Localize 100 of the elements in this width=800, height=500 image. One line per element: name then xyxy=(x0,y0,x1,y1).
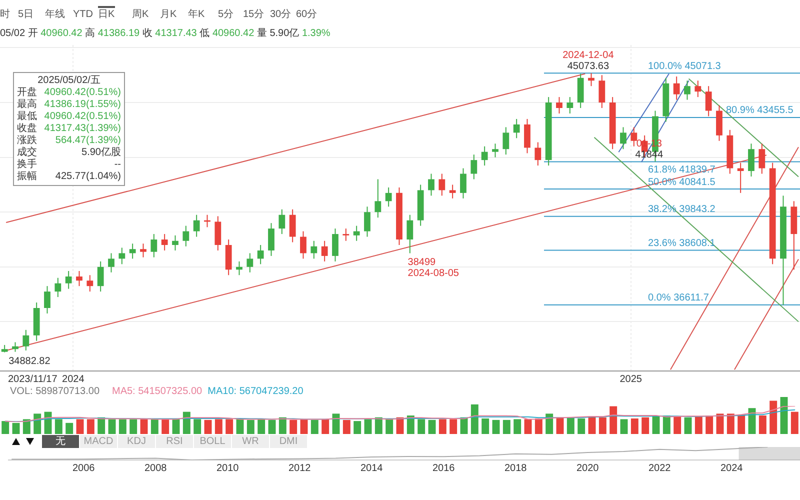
bar xyxy=(492,420,500,434)
text: 5分 xyxy=(218,9,234,21)
candlestick xyxy=(364,206,370,238)
text: 收 xyxy=(142,28,154,39)
bar xyxy=(738,414,746,434)
bar xyxy=(150,419,158,434)
bar xyxy=(162,419,170,434)
text: 30分 xyxy=(270,9,292,21)
candlestick xyxy=(588,72,594,87)
candlestick xyxy=(214,216,222,251)
bar xyxy=(470,404,478,434)
candlestick xyxy=(630,126,638,147)
bar xyxy=(790,412,798,434)
annotation: 41317.43(1.39%) xyxy=(44,123,121,135)
bar xyxy=(34,414,42,434)
candlestick xyxy=(374,178,382,218)
x-tick-label: 2012 xyxy=(288,462,312,474)
annotation: 无 xyxy=(42,435,80,448)
candlestick xyxy=(566,96,574,114)
bar xyxy=(54,419,62,434)
x-tick-label: 2025 xyxy=(620,374,642,385)
text: 40960.42 xyxy=(40,28,84,39)
bar xyxy=(66,422,74,434)
candlestick xyxy=(556,96,562,114)
bar xyxy=(290,420,298,434)
bar xyxy=(258,419,266,434)
x-tick-label: 2024 xyxy=(720,462,744,474)
candlestick xyxy=(321,240,328,262)
annotation: 涨跌 xyxy=(17,135,37,146)
candlestick xyxy=(353,225,360,242)
annotation: 40960.42(0.51%) xyxy=(44,111,121,123)
candlestick xyxy=(246,252,254,273)
candlestick xyxy=(492,143,498,158)
bar xyxy=(578,418,586,434)
annotation: 34882.82 xyxy=(8,356,51,368)
candlestick xyxy=(673,76,680,100)
annotation: -- xyxy=(114,159,121,171)
annotation: 最高 xyxy=(17,99,37,111)
bar xyxy=(246,420,254,434)
bar xyxy=(726,414,734,434)
bar xyxy=(76,419,84,434)
bar xyxy=(118,419,126,434)
bar xyxy=(450,419,458,434)
bar xyxy=(482,418,490,434)
text: 开 xyxy=(28,28,39,39)
bar xyxy=(438,419,446,434)
candlestick xyxy=(481,146,488,166)
bar xyxy=(620,419,628,434)
text: 60分 xyxy=(296,9,318,21)
bar xyxy=(204,420,212,434)
annotation: MACD xyxy=(80,435,118,448)
x-tick-label: 2020 xyxy=(576,462,600,474)
bar xyxy=(514,419,522,434)
annotation: 425.77(1.04%) xyxy=(55,171,121,183)
candlestick xyxy=(748,143,754,177)
annotation: 5.90亿股 xyxy=(82,147,121,159)
text: 05/02 xyxy=(0,28,26,39)
annotation: 564.47(1.39%) xyxy=(55,135,121,147)
text: 年线 xyxy=(45,9,65,21)
ref-line-label: 0.0% 36611.7 xyxy=(648,292,710,304)
bar xyxy=(86,419,94,434)
candlestick xyxy=(278,208,286,235)
text: VOL: 589870713.00 xyxy=(10,386,101,397)
bar xyxy=(12,422,20,434)
x-tick-label: 2024 xyxy=(62,374,85,385)
candlestick xyxy=(598,74,606,109)
x-tick-label: 2014 xyxy=(360,462,384,474)
candlestick xyxy=(129,243,136,260)
annotation: 45073.63 xyxy=(567,60,610,72)
annotation: 振幅 xyxy=(17,171,37,183)
bar xyxy=(706,416,714,434)
candlestick xyxy=(54,277,62,298)
candlestick xyxy=(108,252,114,273)
annotation: RSI xyxy=(156,435,194,448)
annotation: 最低 xyxy=(17,111,37,123)
text: 41317.43 xyxy=(155,28,198,39)
candlestick xyxy=(44,286,50,314)
bar xyxy=(322,419,330,434)
bar xyxy=(2,421,10,434)
candlestick xyxy=(342,228,350,242)
bar xyxy=(214,419,222,434)
bar xyxy=(226,419,234,434)
ref-line-label: 100.0% 45071.3 xyxy=(648,60,722,72)
bar xyxy=(22,419,30,434)
text: 周K xyxy=(132,9,149,21)
candlestick xyxy=(502,126,510,156)
candlestick xyxy=(758,143,766,174)
annotation: DMI xyxy=(270,435,308,448)
candlestick xyxy=(684,80,690,100)
text: 低 xyxy=(200,28,211,39)
annotation: 换手 xyxy=(17,159,37,171)
candlestick xyxy=(513,118,520,139)
annotation: 成交 xyxy=(17,147,37,158)
candlestick xyxy=(76,270,82,287)
bar xyxy=(172,419,180,434)
x-tick-label: 2022 xyxy=(648,462,672,474)
bar xyxy=(406,416,414,434)
candlestick xyxy=(182,225,190,247)
annotation: WR xyxy=(232,435,270,448)
annotation: 2025/05/02/五 xyxy=(36,75,102,87)
